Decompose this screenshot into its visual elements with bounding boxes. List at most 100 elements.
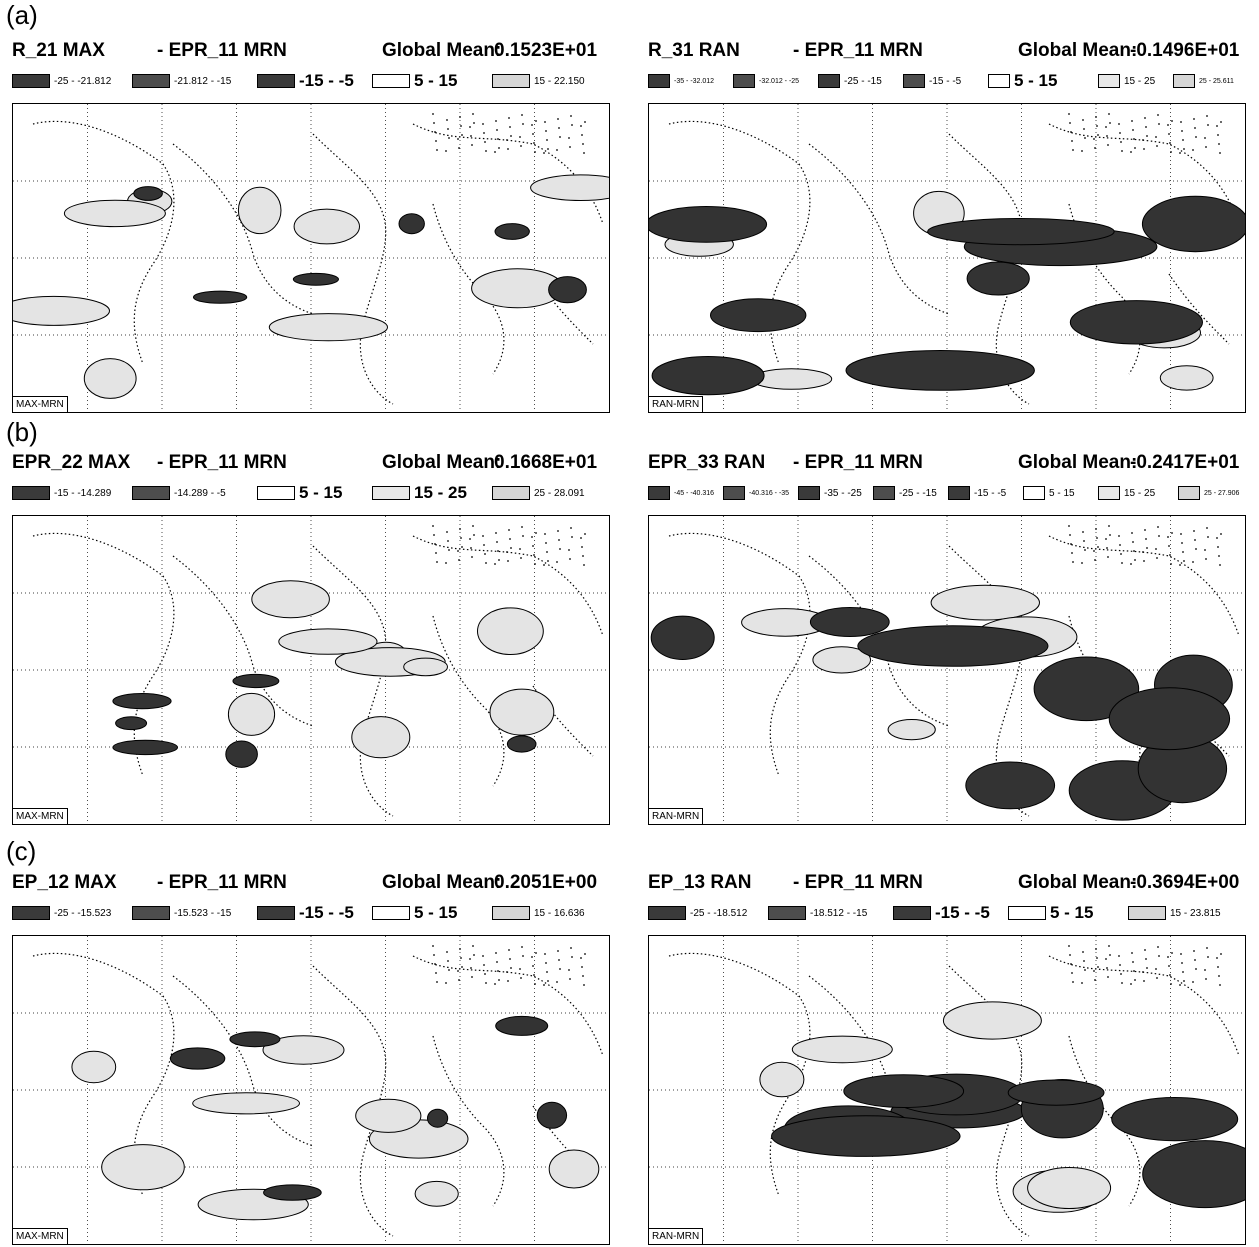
legend-item: 15 - 25 [1098,484,1155,502]
legend-swatch [12,486,50,500]
map-frame: MAX-MRN [12,935,610,1245]
panel-title: EPR_22 MAX [12,452,131,473]
panel-title: R_31 RAN [648,40,740,61]
panel-title: EP_13 RAN [648,872,752,893]
legend-label: -35 - -25 [824,487,862,499]
legend-label: 15 - 25 [414,483,467,502]
legend-swatch [648,74,670,88]
map-frame: RAN-MRN [648,935,1246,1245]
panel-title: R_21 MAX [12,40,105,61]
legend-swatch [132,74,170,88]
legend-swatch [948,486,970,500]
legend: -25 - -18.512 -18.512 - -15 -15 - -5 5 - 15… [648,903,1248,922]
legend-item: -32.012 - -25 [733,72,799,90]
legend-swatch [723,486,745,500]
legend-item: -15 - -14.289 [12,484,111,502]
legend-swatch [12,906,50,920]
map-panel-b-left: EPR_22 MAX - EPR_11 MRN Global Mean: 0.1668… [12,452,612,827]
legend-label: -25 - -15.523 [54,907,112,919]
difference-box-label: RAN-MRN [649,1228,704,1244]
legend-swatch [1178,486,1200,500]
global-mean-value: 0.1523E+01 [494,40,598,61]
legend-item: -18.512 - -15 [768,904,867,922]
legend-swatch [372,74,410,88]
legend-swatch [733,74,755,88]
legend: -25 - -21.812 -21.812 - -15 -15 - -5 5 - 15… [12,71,612,90]
legend-item: 5 - 15 [257,483,342,502]
map-panel-c-left: EP_12 MAX - EPR_11 MRN Global Mean: 0.2051E… [12,872,612,1247]
global-mean-label: Global Mean: [382,40,502,61]
map-frame: RAN-MRN [648,515,1246,825]
row-label-b: (b) [6,417,38,447]
panel-header: EP_13 RAN - EPR_11 MRN Global Mean: -0.3694… [648,872,1248,896]
legend-swatch [492,486,530,500]
legend-swatch [1098,486,1120,500]
panel-header: EPR_22 MAX - EPR_11 MRN Global Mean: 0.1668… [12,452,612,476]
legend-label: 15 - 23.815 [1170,907,1221,919]
map-panel-a-left: R_21 MAX - EPR_11 MRN Global Mean: 0.1523E+… [12,40,612,415]
legend-item: -25 - -21.812 [12,72,111,90]
legend-label: 15 - 25 [1124,487,1156,499]
legend-item: 25 - 28.091 [492,484,585,502]
global-mean-label: Global Mean: [1018,872,1138,893]
legend-swatch [257,906,295,920]
legend-swatch [132,486,170,500]
legend-item: -25 - -18.512 [648,904,747,922]
legend-label: -15 - -5 [974,487,1007,499]
legend-label: 5 - 15 [1049,487,1075,499]
legend-item: -35 - -32.012 [648,72,714,90]
legend-item: 5 - 15 [1023,484,1075,502]
legend-item: -25 - -15 [818,72,882,90]
global-mean-value: -0.1496E+01 [1130,40,1240,61]
legend-label: -15 - -5 [929,75,962,87]
legend-label: -40.316 - -35 [749,489,790,497]
legend-label: 15 - 25 [1124,75,1156,87]
contour-map [649,936,1245,1244]
legend-label: 5 - 15 [1014,71,1058,90]
global-mean-value: 0.2051E+00 [494,872,598,893]
legend-swatch [818,74,840,88]
contour-map [13,104,609,412]
legend-swatch [648,906,686,920]
panel-subtract-label: - EPR_11 MRN [157,872,287,893]
legend-swatch [798,486,820,500]
legend-swatch [1173,74,1195,88]
legend-item: -25 - -15.523 [12,904,111,922]
legend-item: 5 - 15 [372,903,457,922]
legend-item: 15 - 22.150 [492,72,585,90]
legend-swatch [1128,906,1166,920]
panel-subtract-label: - EPR_11 MRN [793,452,923,473]
legend-item: -45 - -40.316 [648,484,714,502]
legend-item: 25 - 25.611 [1173,72,1234,90]
panel-subtract-label: - EPR_11 MRN [793,872,923,893]
legend-item: 25 - 27.906 [1178,484,1239,502]
legend-label: 5 - 15 [1050,903,1094,922]
legend-item: -21.812 - -15 [132,72,231,90]
legend-item: -25 - -15 [873,484,937,502]
panel-header: EPR_33 RAN - EPR_11 MRN Global Mean: -0.241… [648,452,1248,476]
global-mean-label: Global Mean: [1018,40,1138,61]
panel-subtract-label: - EPR_11 MRN [157,40,287,61]
panel-subtract-label: - EPR_11 MRN [793,40,923,61]
legend-item: -15 - -5 [948,484,1006,502]
legend-swatch [1023,486,1045,500]
row-label-c: (c) [6,836,37,866]
contour-map [649,104,1245,412]
legend-label: -35 - -32.012 [674,77,715,85]
legend-item: -14.289 - -5 [132,484,226,502]
difference-box-label: RAN-MRN [649,808,704,824]
legend-item: -35 - -25 [798,484,862,502]
legend: -15 - -14.289 -14.289 - -5 5 - 15 15 - 25 25… [12,483,612,502]
legend-label: -14.289 - -5 [174,487,226,499]
legend-label: -25 - -21.812 [54,75,112,87]
legend-item: 15 - 23.815 [1128,904,1221,922]
legend-label: -18.512 - -15 [810,907,868,919]
legend-label: -45 - -40.316 [674,489,715,497]
map-panel-a-right: R_31 RAN - EPR_11 MRN Global Mean: -0.1496E… [648,40,1248,415]
legend-swatch [257,74,295,88]
map-panel-b-right: EPR_33 RAN - EPR_11 MRN Global Mean: -0.241… [648,452,1248,827]
legend-item: -15 - -5 [893,903,990,922]
panel-header: R_21 MAX - EPR_11 MRN Global Mean: 0.1523E+… [12,40,612,64]
legend-swatch [492,74,530,88]
legend-label: -25 - -18.512 [690,907,748,919]
